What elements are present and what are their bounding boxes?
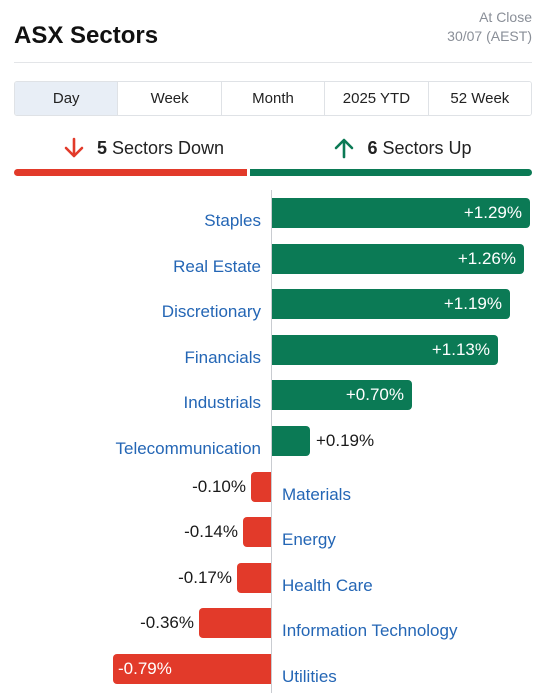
header: ASX Sectors At Close 30/07 (AEST) [14, 6, 532, 54]
sector-value-label: +1.26% [457, 248, 516, 268]
tab-day[interactable]: Day [15, 82, 119, 115]
sector-summary: 5 Sectors Down 6 Sectors Up [14, 130, 532, 178]
tab-week[interactable]: Week [118, 82, 222, 115]
sector-row: -0.14% Energy [0, 517, 540, 549]
zero-axis [271, 190, 272, 693]
sector-row: +1.19% Discretionary [0, 289, 540, 321]
sector-row: +1.13% Financials [0, 334, 540, 367]
sector-bar [272, 334, 498, 365]
sector-name-link[interactable]: Financials [184, 347, 261, 367]
sectors-down-bar [14, 169, 247, 176]
sector-value-label: +1.29% [463, 203, 522, 222]
sector-row: +0.70% Industrials [0, 380, 540, 412]
sector-row: -0.17% Health Care [0, 562, 540, 595]
sector-value-label: -0.14% [184, 522, 238, 542]
sector-bar [272, 289, 510, 320]
sector-name-link[interactable]: Real Estate [173, 256, 261, 276]
sector-name-link[interactable]: Telecommunication [115, 439, 261, 458]
sector-row: -0.36% Information Technology [0, 608, 540, 640]
sector-value-label: +0.19% [316, 431, 375, 450]
sector-bar [243, 517, 271, 548]
sector-name-link[interactable]: Staples [204, 211, 261, 230]
sectors-up-summary: 6 Sectors Up [273, 130, 532, 166]
sector-name-link[interactable]: Utilities [282, 667, 337, 686]
sector-bar [272, 243, 524, 274]
arrow-down-icon [64, 137, 84, 158]
sector-bar [251, 471, 271, 502]
sector-bar [199, 608, 271, 639]
sector-bar [272, 198, 530, 228]
sector-bar [272, 426, 310, 456]
period-tabs: Day Week Month 2025 YTD 52 Week [14, 81, 532, 116]
tab-ytd[interactable]: 2025 YTD [325, 82, 429, 115]
sectors-down-count: 5 [96, 137, 107, 158]
sector-row: -0.10% Materials [0, 471, 540, 504]
sector-value-label: -0.36% [140, 613, 194, 633]
sector-value-label: +1.19% [443, 294, 502, 314]
sector-row: +0.19% Telecommunication [0, 426, 540, 458]
status-date: 30/07 (AEST) [447, 28, 532, 44]
tab-month[interactable]: Month [221, 82, 326, 115]
tab-52-week[interactable]: 52 Week [428, 82, 531, 115]
sector-bar [237, 562, 271, 593]
arrow-up-icon [335, 138, 354, 159]
sectors-down-summary: 5 Sectors Down [14, 130, 273, 166]
sector-value-label: +1.13% [431, 339, 490, 359]
market-status: At Close 30/07 (AEST) [447, 8, 532, 46]
sector-name-link[interactable]: Energy [282, 530, 336, 550]
sector-row: -0.79% Utilities [0, 654, 540, 686]
sector-value-label: +0.70% [345, 385, 404, 405]
sector-value-label: -0.17% [178, 567, 232, 587]
status-label: At Close [479, 9, 532, 25]
sector-name-link[interactable]: Information Technology [282, 621, 458, 641]
sectors-down-label: Sectors Down [111, 137, 225, 158]
sectors-up-count: 6 [367, 137, 378, 158]
sector-row: +1.26% Real Estate [0, 243, 540, 276]
sector-value-label: -0.79% [118, 659, 172, 678]
sector-value-label: -0.10% [192, 476, 246, 496]
sectors-up-label: Sectors Up [382, 137, 472, 158]
page-title: ASX Sectors [14, 22, 159, 49]
sector-bar [113, 654, 271, 684]
sectors-up-bar [250, 169, 532, 176]
sector-bar [272, 380, 412, 411]
sector-name-link[interactable]: Materials [282, 484, 351, 504]
sector-name-link[interactable]: Discretionary [161, 302, 261, 322]
sector-name-link[interactable]: Industrials [183, 393, 261, 413]
sector-bar-chart: +1.29% Staples +1.26% Real Estate +1.19% Disc… [0, 190, 540, 693]
header-divider [14, 62, 532, 63]
sector-row: +1.29% Staples [0, 198, 540, 230]
sector-name-link[interactable]: Health Care [282, 575, 373, 595]
